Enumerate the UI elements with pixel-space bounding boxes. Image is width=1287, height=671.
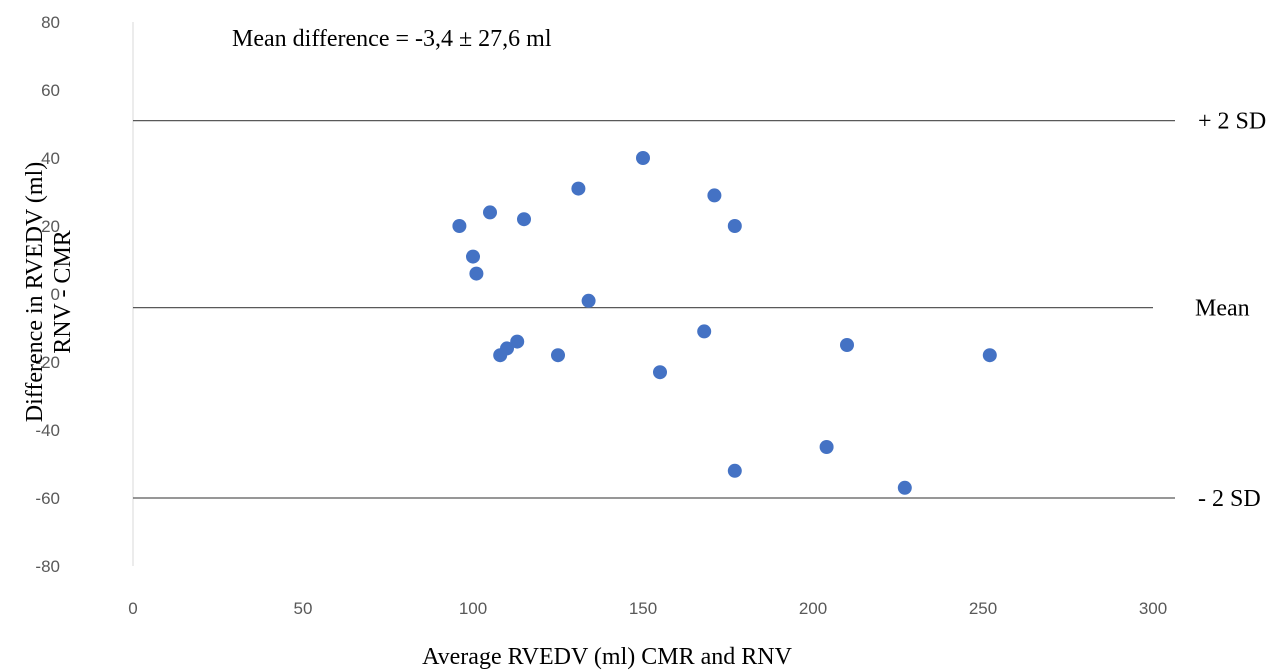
reference-line-label: + 2 SD [1198, 109, 1266, 135]
y-tick-labels: 80 60 40 20 0 -20 -40 -60 -80 [35, 13, 60, 576]
data-point [982, 348, 997, 363]
data-point [897, 480, 912, 495]
y-tick-label: 0 [51, 285, 60, 304]
mean-difference-annotation: Mean difference = -3,4 ± 27,6 ml [232, 26, 552, 52]
y-tick-label: 60 [41, 81, 60, 100]
data-point [636, 151, 650, 165]
y-tick-label: -40 [35, 421, 60, 440]
data-point [653, 365, 667, 380]
data-point [452, 219, 467, 233]
data-point [483, 205, 497, 220]
data-point [697, 324, 712, 339]
y-tick-label: 40 [41, 149, 60, 168]
x-tick-label: 150 [629, 599, 657, 618]
x-tick-label: 250 [969, 599, 997, 618]
data-point [707, 188, 722, 203]
data-point [466, 249, 480, 264]
data-point [840, 338, 854, 352]
reference-line-label: Mean [1195, 296, 1250, 322]
data-point [727, 219, 742, 233]
data-point [517, 212, 531, 227]
y-tick-label: -60 [35, 489, 60, 508]
data-point [469, 266, 484, 281]
data-point [819, 440, 834, 454]
x-tick-label: 0 [128, 599, 137, 618]
reference-lines: + 2 SD Mean - 2 SD [133, 109, 1266, 512]
data-point [581, 293, 596, 308]
y-tick-label: 80 [41, 13, 60, 32]
x-tick-label: 200 [799, 599, 827, 618]
x-tick-labels: 0 50 100 150 200 250 300 [128, 599, 1167, 618]
reference-line-label: - 2 SD [1198, 486, 1261, 512]
y-axis-title-line2: RNV - CMR [50, 230, 76, 354]
x-tick-label: 100 [459, 599, 487, 618]
data-point [500, 341, 514, 356]
y-tick-label: -20 [35, 353, 60, 372]
x-tick-label: 50 [294, 599, 313, 618]
y-tick-label: 20 [41, 217, 60, 236]
data-points [452, 151, 997, 495]
data-point [510, 334, 525, 349]
y-axis-title-line1: Difference in RVEDV (ml) [22, 162, 48, 422]
y-tick-label: -80 [35, 557, 60, 576]
data-point [571, 181, 586, 196]
data-point [727, 463, 742, 478]
x-tick-label: 300 [1139, 599, 1167, 618]
data-point [551, 348, 565, 363]
x-axis-title: Average RVEDV (ml) CMR and RNV [422, 644, 792, 670]
